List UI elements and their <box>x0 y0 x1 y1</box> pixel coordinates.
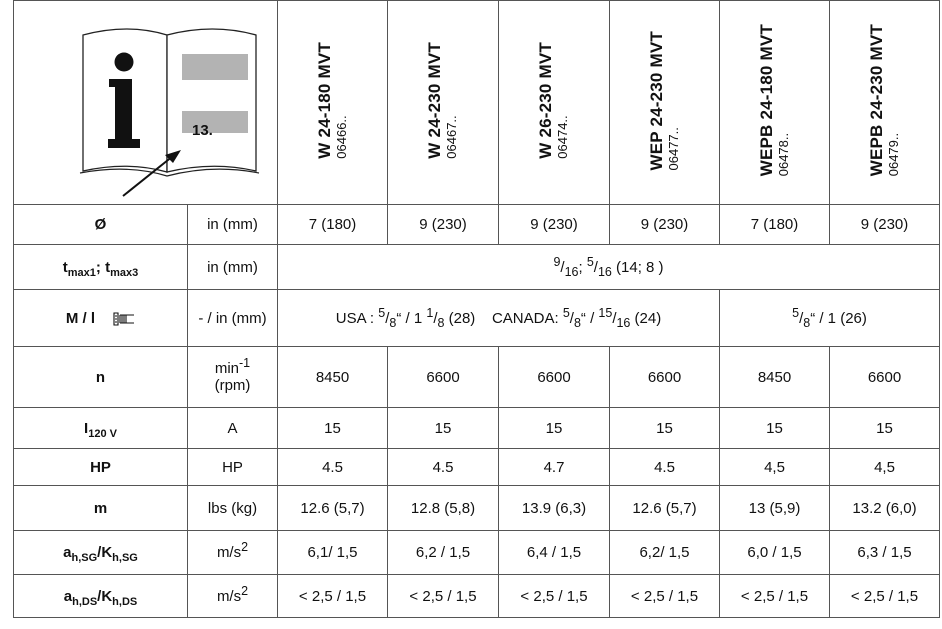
spec-table: 13. W 24-180 MVT 06466.. W 24-230 MVT 0646… <box>13 0 940 618</box>
cell: 7 (180) <box>719 204 830 245</box>
cell-tmax-all: 9/16; 5/16 (14; 8 ) <box>277 244 940 290</box>
row-unit: in (mm) <box>187 244 278 290</box>
row-speed: n min-1 (rpm) 8450 6600 6600 6600 8450 66… <box>13 346 940 408</box>
row-unit: lbs (kg) <box>187 485 278 531</box>
model-name: W 24-180 MVT <box>314 42 334 159</box>
cell: 6,2/ 1,5 <box>609 530 720 575</box>
model-code: 06467.. <box>444 115 460 159</box>
cell: < 2,5 / 1,5 <box>387 574 499 618</box>
row-unit: m/s2 <box>187 530 278 575</box>
model-name: W 24-230 MVT <box>425 42 445 159</box>
cell: 15 <box>719 407 830 449</box>
cell: 7 (180) <box>277 204 388 245</box>
row-label: ah,SG/Kh,SG <box>13 530 188 575</box>
model-name: WEPB 24-230 MVT <box>866 24 886 177</box>
model-name: WEP 24-230 MVT <box>646 30 666 171</box>
cell: 6600 <box>829 346 940 408</box>
row-unit: A <box>187 407 278 449</box>
cell: 8450 <box>719 346 830 408</box>
model-code: 06477.. <box>665 126 681 171</box>
cell: 9 (230) <box>387 204 499 245</box>
cell: 4.5 <box>277 448 388 486</box>
row-mass: m lbs (kg) 12.6 (5,7) 12.8 (5,8) 13.9 (6… <box>13 485 940 531</box>
row-label: HP <box>13 448 188 486</box>
cell: < 2,5 / 1,5 <box>719 574 830 618</box>
cell: 9 (230) <box>609 204 720 245</box>
cell: 6600 <box>498 346 610 408</box>
model-col-6: WEPB 24-230 MVT 06479.. <box>829 0 940 205</box>
cell: 6,4 / 1,5 <box>498 530 610 575</box>
cell-thread-usa-canada: USA : 5/8“ / 1 1/8 (28) CANADA: 5/8“ / 1… <box>277 289 720 347</box>
row-label: M / l <box>13 289 188 347</box>
row-unit: min-1 (rpm) <box>187 346 278 408</box>
row-label: Ø <box>13 204 188 245</box>
row-current: I120 V A 15 15 15 15 15 15 <box>13 407 940 449</box>
row-label: I120 V <box>13 407 188 449</box>
row-label: n <box>13 346 188 408</box>
cell: 6,1/ 1,5 <box>277 530 388 575</box>
cell: 6600 <box>609 346 720 408</box>
cell: 6600 <box>387 346 499 408</box>
model-code: 06479.. <box>885 133 901 177</box>
cell: 15 <box>277 407 388 449</box>
cell: 4.5 <box>387 448 499 486</box>
model-code: 06474.. <box>555 115 571 159</box>
cell: 15 <box>498 407 610 449</box>
cell: 9 (230) <box>829 204 940 245</box>
model-code: 06478.. <box>775 133 791 177</box>
spindle-thread-icon <box>113 311 135 326</box>
row-vibration-ds: ah,DS/Kh,DS m/s2 < 2,5 / 1,5 < 2,5 / 1,5… <box>13 574 940 618</box>
cell: 4,5 <box>829 448 940 486</box>
row-unit: - / in (mm) <box>187 289 278 347</box>
cell: < 2,5 / 1,5 <box>609 574 720 618</box>
model-col-4: WEP 24-230 MVT 06477.. <box>609 0 720 205</box>
model-code: 06466.. <box>333 115 349 159</box>
row-unit: m/s2 <box>187 574 278 618</box>
model-col-1: W 24-180 MVT 06466.. <box>277 0 388 205</box>
model-col-2: W 24-230 MVT 06467.. <box>387 0 499 205</box>
cell: 6,2 / 1,5 <box>387 530 499 575</box>
row-diameter: Ø in (mm) 7 (180) 9 (230) 9 (230) 9 (230… <box>13 204 940 245</box>
row-label: m <box>13 485 188 531</box>
manual-icon-cell: 13. <box>13 0 278 205</box>
cell: 4,5 <box>719 448 830 486</box>
model-name: WEPB 24-180 MVT <box>756 24 776 177</box>
model-col-3: W 26-230 MVT 06474.. <box>498 0 610 205</box>
cell: < 2,5 / 1,5 <box>498 574 610 618</box>
cell: 15 <box>829 407 940 449</box>
cell: 4.5 <box>609 448 720 486</box>
cell: 6,3 / 1,5 <box>829 530 940 575</box>
cell: 9 (230) <box>498 204 610 245</box>
cell: 12.6 (5,7) <box>277 485 388 531</box>
row-label: ah,DS/Kh,DS <box>13 574 188 618</box>
cell: 13.9 (6,3) <box>498 485 610 531</box>
open-book-info-icon <box>79 28 259 197</box>
row-thread: M / l - / in (mm) USA : 5/8“ / 1 1/8 (28… <box>13 289 940 347</box>
model-name: W 26-230 MVT <box>536 42 556 159</box>
model-col-5: WEPB 24-180 MVT 06478.. <box>719 0 830 205</box>
row-tmax: tmax1; tmax3 in (mm) 9/16; 5/16 (14; 8 ) <box>13 244 940 290</box>
row-hp: HP HP 4.5 4.5 4.7 4.5 4,5 4,5 <box>13 448 940 486</box>
icon-page-number: 13. <box>192 122 213 139</box>
cell: 15 <box>387 407 499 449</box>
cell: 4.7 <box>498 448 610 486</box>
cell: 12.6 (5,7) <box>609 485 720 531</box>
cell: < 2,5 / 1,5 <box>277 574 388 618</box>
row-unit: in (mm) <box>187 204 278 245</box>
cell: 12.8 (5,8) <box>387 485 499 531</box>
cell-thread-wepb: 5/8“ / 1 (26) <box>719 289 940 347</box>
cell: 8450 <box>277 346 388 408</box>
cell: 6,0 / 1,5 <box>719 530 830 575</box>
header-row: 13. W 24-180 MVT 06466.. W 24-230 MVT 0646… <box>13 0 940 205</box>
cell: 15 <box>609 407 720 449</box>
cell: < 2,5 / 1,5 <box>829 574 940 618</box>
row-label: tmax1; tmax3 <box>13 244 188 290</box>
row-unit: HP <box>187 448 278 486</box>
cell: 13 (5,9) <box>719 485 830 531</box>
row-vibration-sg: ah,SG/Kh,SG m/s2 6,1/ 1,5 6,2 / 1,5 6,4 … <box>13 530 940 575</box>
cell: 13.2 (6,0) <box>829 485 940 531</box>
